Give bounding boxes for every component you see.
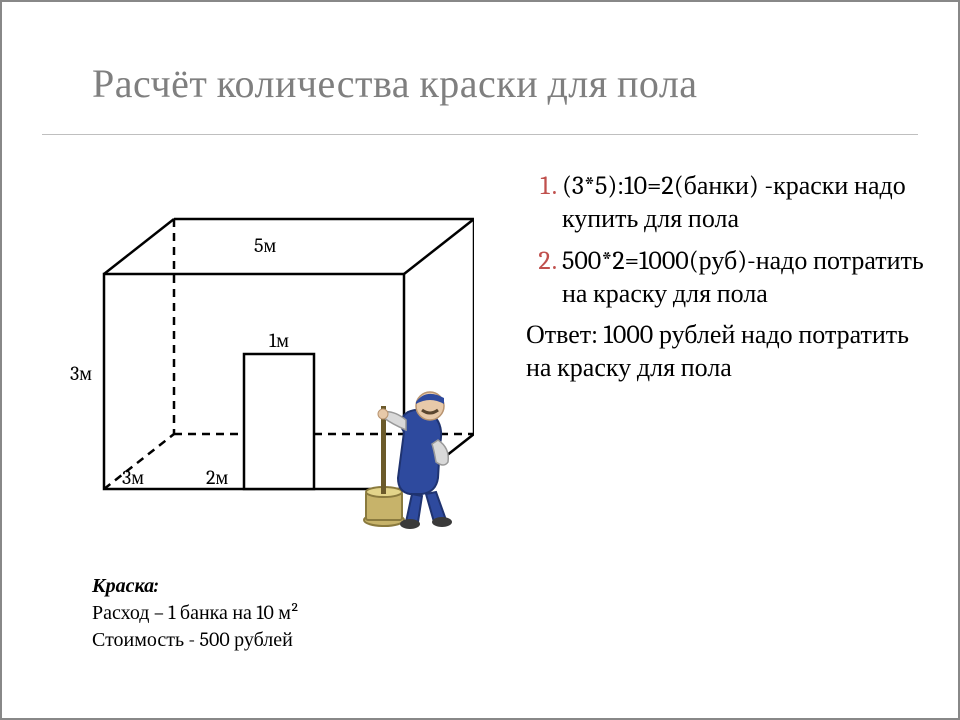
label-door-2m: 2м: [206, 466, 228, 490]
paint-info-line1: Расход – 1 банка на 10 м²: [92, 599, 452, 626]
page-title: Расчёт количества краски для пола: [92, 60, 912, 107]
label-depth-3m: 3м: [122, 466, 144, 490]
title-underline: [42, 134, 918, 135]
label-height-3m: 3м: [70, 362, 92, 386]
steps-list: (3*5):10=2(банки) -краски надо купить дл…: [526, 170, 926, 311]
label-door-1m: 1м: [269, 329, 289, 353]
calculation-text: (3*5):10=2(банки) -краски надо купить дл…: [526, 170, 926, 386]
step-1: (3*5):10=2(банки) -краски надо купить дл…: [562, 170, 926, 237]
painter-figure: [326, 370, 476, 540]
slide-frame: Расчёт количества краски для пола 5м 1м: [0, 0, 960, 720]
paint-info-line2: Стоимость - 500 рублей: [92, 626, 452, 653]
final-answer: Ответ: 1000 рублей надо потратить на кра…: [526, 319, 926, 386]
paint-info-header: Краска:: [92, 572, 452, 599]
step-2: 500*2=1000(руб)-надо потратить на краску…: [562, 245, 926, 312]
paint-info: Краска: Расход – 1 банка на 10 м² Стоимо…: [92, 572, 452, 653]
label-depth-5m: 5м: [254, 234, 276, 258]
